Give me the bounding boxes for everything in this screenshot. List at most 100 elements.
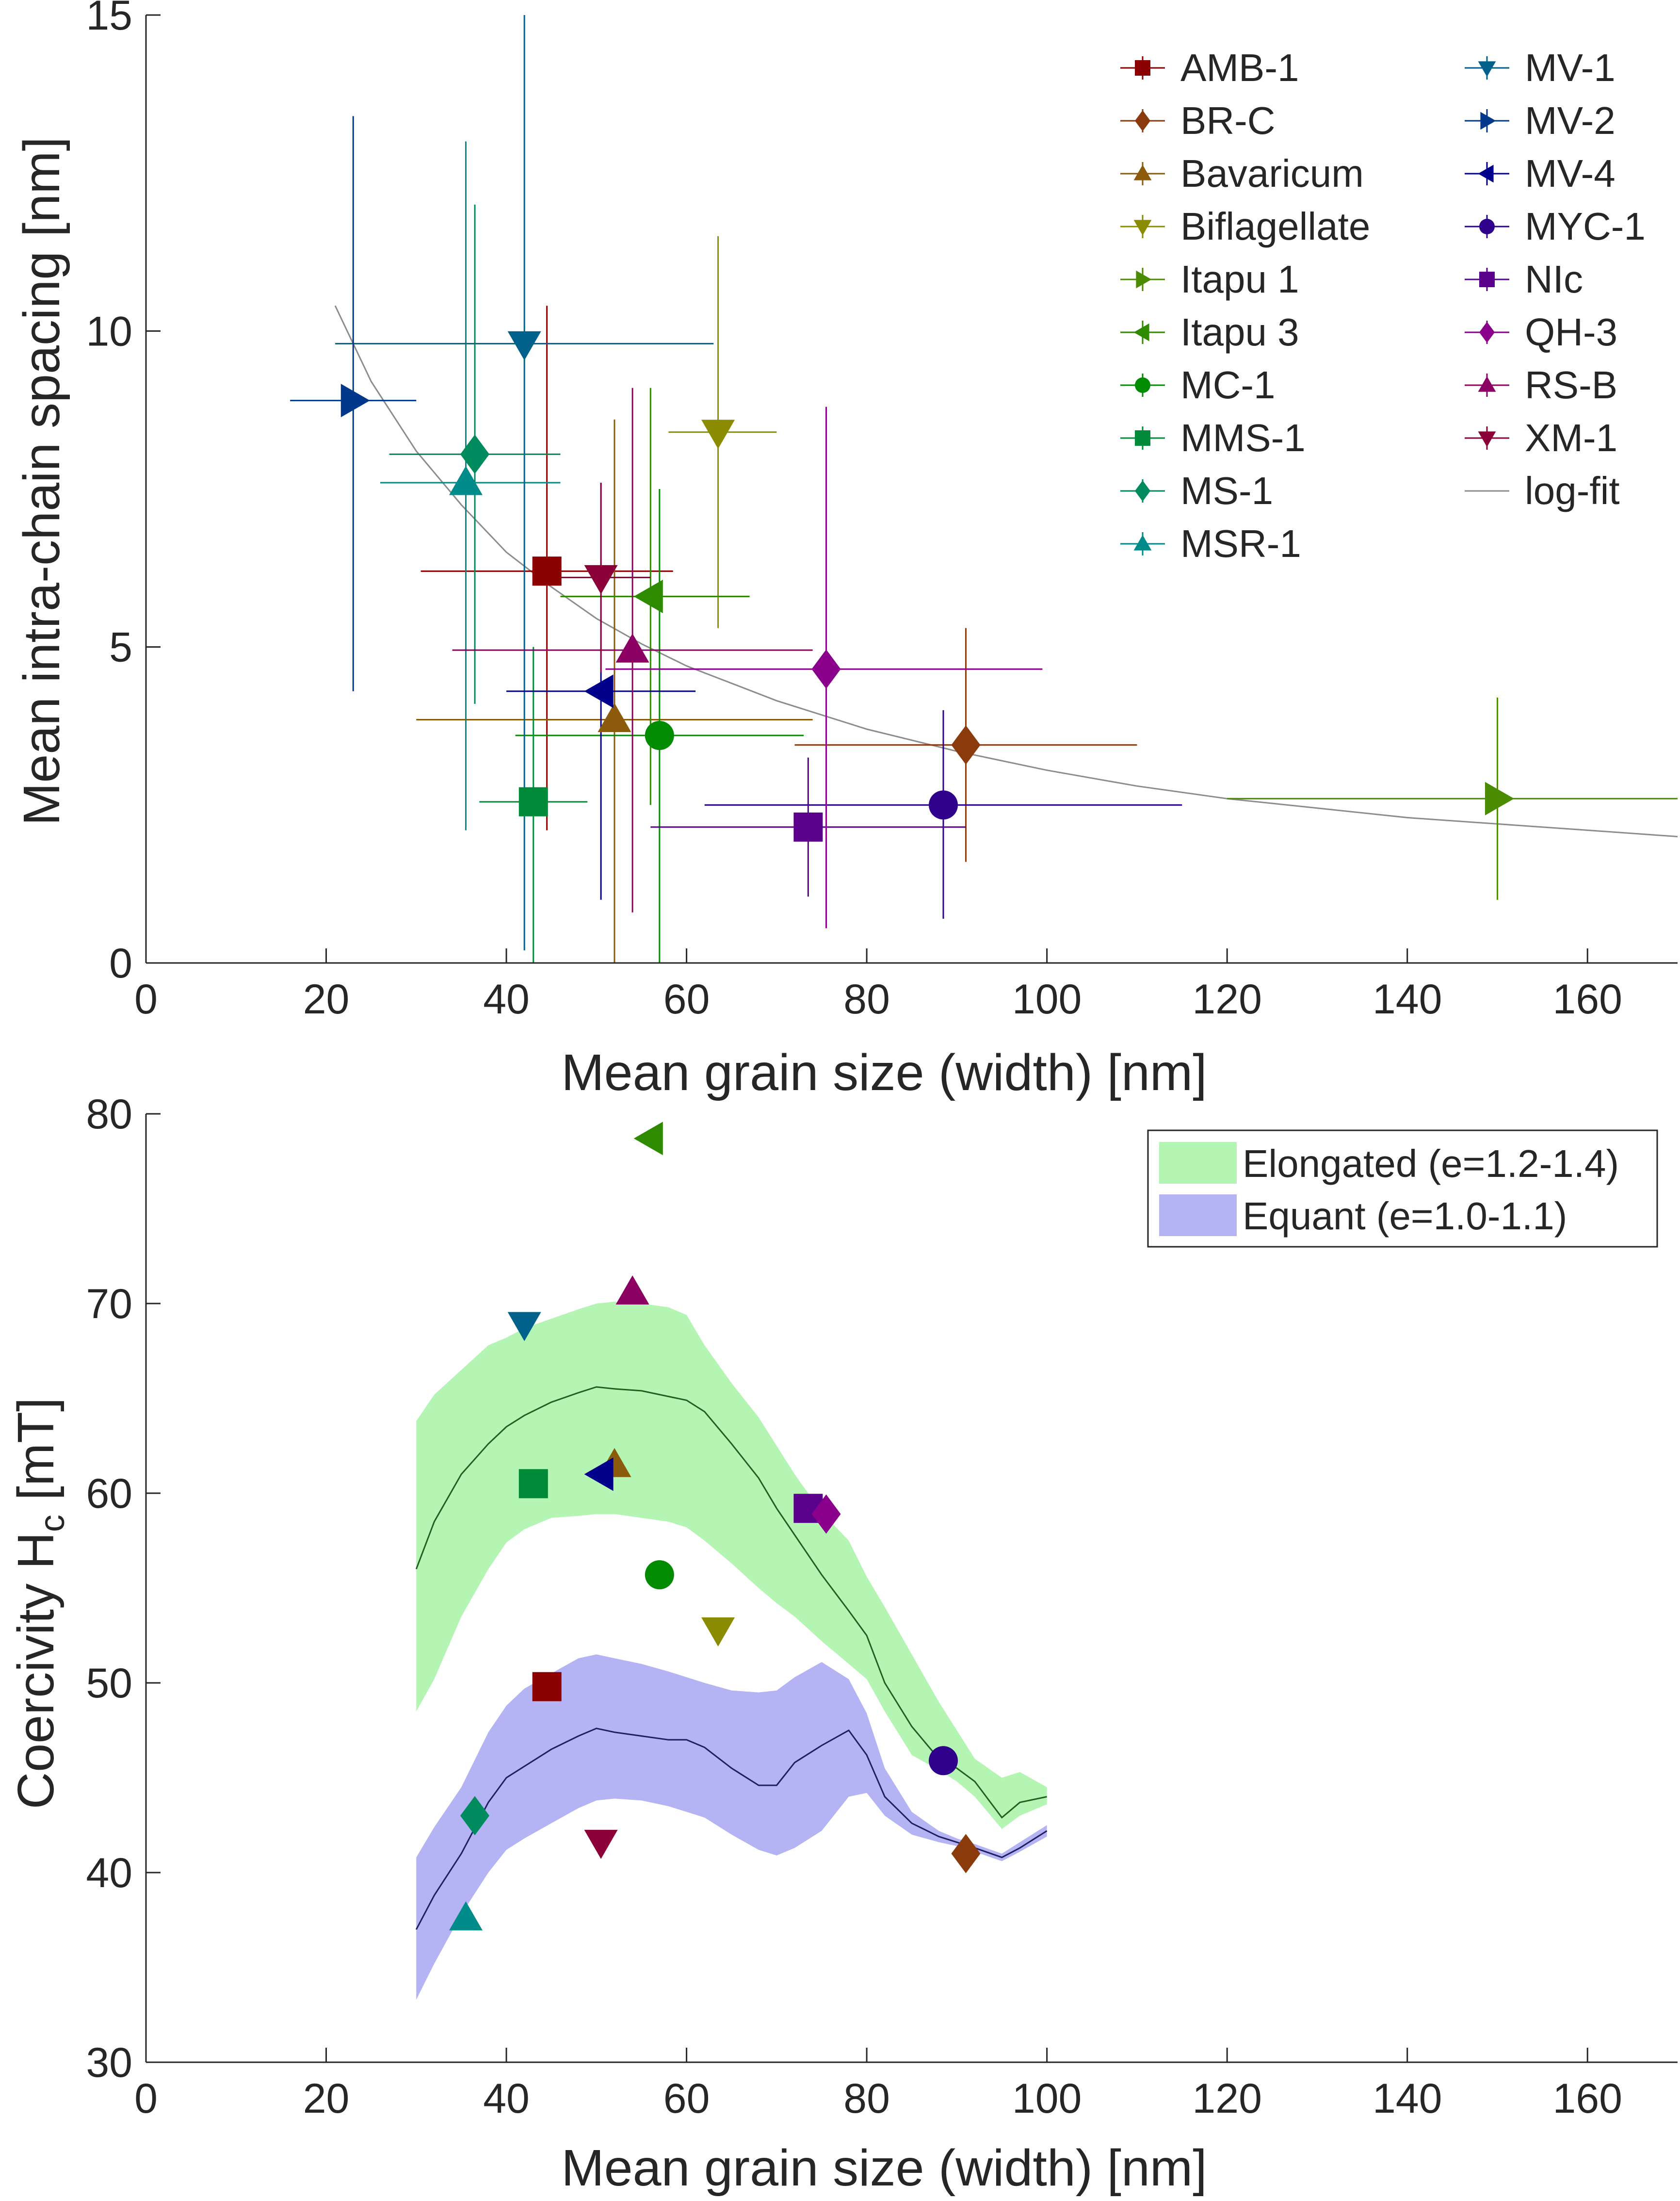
top-x-tick-label: 140: [1373, 976, 1442, 1023]
coercivity-point-ms-1: [460, 1796, 489, 1836]
top-x-tick-label: 80: [843, 976, 890, 1023]
point-mv-2: [340, 384, 370, 418]
top-plot: 0 20 40 60 80 100 120 140 160 0 5 10 15 Mean grain s…: [13, 0, 1678, 1101]
legend-label-mv-4: MV-4: [1525, 152, 1615, 195]
legend-marker-bavaricum: [1133, 164, 1152, 180]
legend-marker-rs-b: [1478, 376, 1496, 392]
bottom-plot-data-layer: [415, 1122, 1048, 2000]
legend-marker-itapu-3: [1133, 323, 1149, 342]
legend-marker-xm-1: [1478, 431, 1496, 447]
legend-label-equant: Equant (e=1.0-1.1): [1243, 1194, 1567, 1238]
coercivity-point-mc-1: [645, 1560, 674, 1590]
coercivity-point-xm-1: [584, 1829, 618, 1859]
legend-label-mv-1: MV-1: [1525, 46, 1615, 89]
legend-marker-nic: [1479, 272, 1495, 287]
bottom-plot: 0 20 40 60 80 100 120 140 160 30 40 50 60 70 80 Mean g…: [7, 1091, 1678, 2197]
top-legend: AMB-1 BR-C Bavaricum Biflagellate Itapu 1 Ita…: [1120, 46, 1646, 565]
legend-label-elongated: Elongated (e=1.2-1.4): [1243, 1142, 1619, 1185]
top-y-tick-label: 15: [86, 0, 132, 39]
bottom-y-tick-label: 80: [86, 1091, 132, 1138]
legend-label-xm-1: XM-1: [1525, 416, 1617, 459]
coercivity-point-br-c: [951, 1834, 981, 1874]
coercivity-point-msr-1: [449, 1901, 483, 1931]
legend-label-mv-2: MV-2: [1525, 99, 1615, 142]
bottom-x-tick-label: 40: [483, 2075, 530, 2122]
legend-marker-itapu-1: [1136, 270, 1152, 289]
coercivity-point-itapu-3: [633, 1122, 663, 1156]
point-mc-1: [645, 721, 674, 750]
legend-marker-br-c: [1135, 110, 1150, 131]
legend-marker-mv-1: [1478, 61, 1496, 77]
bottom-x-axis-label: Mean grain size (width) [nm]: [561, 2139, 1207, 2197]
bottom-y-tick-label: 40: [86, 1850, 132, 1896]
point-itapu-1: [1485, 782, 1514, 815]
legend-label-itapu-1: Itapu 1: [1180, 258, 1299, 301]
bottom-x-tick-label: 120: [1192, 2075, 1262, 2122]
band-elongated: [416, 1302, 1047, 1829]
band-midline-equant: [415, 1728, 1048, 1930]
legend-marker-ms-1: [1135, 480, 1150, 502]
coercivity-point-rs-b: [615, 1275, 649, 1304]
point-rs-b: [615, 633, 649, 663]
legend-marker-mc-1: [1135, 377, 1150, 393]
legend-marker-qh-3: [1479, 322, 1495, 343]
top-x-tick-label: 20: [303, 976, 350, 1023]
point-mv-4: [584, 674, 614, 708]
bottom-y-tick-label: 30: [86, 2039, 132, 2086]
top-x-tick-label: 0: [134, 976, 158, 1023]
point-bavaricum: [598, 703, 631, 732]
top-plot-axes: 0 20 40 60 80 100 120 140 160 0 5 10 15: [86, 0, 1678, 1023]
legend-swatch-elongated: [1159, 1142, 1237, 1184]
top-x-tick-label: 160: [1552, 976, 1622, 1023]
point-nic: [793, 812, 823, 842]
legend-label-mc-1: MC-1: [1180, 363, 1276, 407]
top-x-tick-label: 40: [483, 976, 530, 1023]
legend-label-myc-1: MYC-1: [1525, 205, 1646, 248]
legend-label-bavaricum: Bavaricum: [1180, 152, 1364, 195]
y-label-main: Coercivity H: [7, 1532, 65, 1809]
coercivity-point-mms-1: [518, 1469, 548, 1499]
legend-label-log-fit: log-fit: [1525, 469, 1620, 512]
bottom-plot-axes: 0 20 40 60 80 100 120 140 160 30 40 50 60 70 80: [86, 1091, 1678, 2122]
bottom-y-axis-label: Coercivity Hc [mT]: [7, 1398, 72, 1810]
coercivity-point-myc-1: [929, 1746, 958, 1776]
bottom-y-tick-label: 60: [86, 1470, 132, 1517]
top-y-tick-label: 0: [109, 940, 132, 987]
band-equant: [416, 1654, 1047, 2000]
point-msr-1: [449, 466, 483, 495]
top-x-tick-label: 60: [663, 976, 710, 1023]
legend-label-msr-1: MSR-1: [1180, 522, 1301, 565]
legend-label-qh-3: QH-3: [1525, 310, 1617, 354]
legend-label-itapu-3: Itapu 3: [1180, 310, 1299, 354]
bottom-x-tick-label: 60: [663, 2075, 710, 2122]
point-mv-1: [507, 331, 541, 360]
bottom-x-tick-label: 20: [303, 2075, 350, 2122]
log-fit-line: [334, 305, 1678, 837]
legend-label-br-c: BR-C: [1180, 99, 1276, 142]
legend-marker-mv-2: [1480, 112, 1496, 130]
bottom-y-tick-label: 50: [86, 1660, 132, 1707]
point-itapu-3: [633, 580, 663, 613]
point-biflagellate: [701, 420, 735, 449]
bottom-x-tick-label: 80: [843, 2075, 890, 2122]
legend-label-amb-1: AMB-1: [1180, 46, 1299, 89]
point-ms-1: [460, 434, 489, 474]
point-mms-1: [518, 787, 548, 816]
legend-label-mms-1: MMS-1: [1180, 416, 1306, 459]
coercivity-point-mv-4: [584, 1457, 614, 1491]
bottom-x-tick-label: 0: [134, 2075, 158, 2122]
point-amb-1: [532, 556, 562, 586]
top-x-tick-label: 120: [1192, 976, 1262, 1023]
y-label-subscript: c: [33, 1515, 72, 1532]
point-myc-1: [929, 790, 958, 820]
legend-label-rs-b: RS-B: [1525, 363, 1617, 407]
bottom-y-tick-label: 70: [86, 1281, 132, 1327]
point-xm-1: [584, 565, 618, 594]
top-y-axis-label: Mean intra-chain spacing [nm]: [13, 137, 70, 826]
legend-label-ms-1: MS-1: [1180, 469, 1273, 512]
y-label-unit: [mT]: [7, 1398, 65, 1515]
point-qh-3: [811, 649, 841, 689]
legend-label-biflagellate: Biflagellate: [1180, 205, 1370, 248]
coercivity-point-biflagellate: [701, 1617, 735, 1647]
